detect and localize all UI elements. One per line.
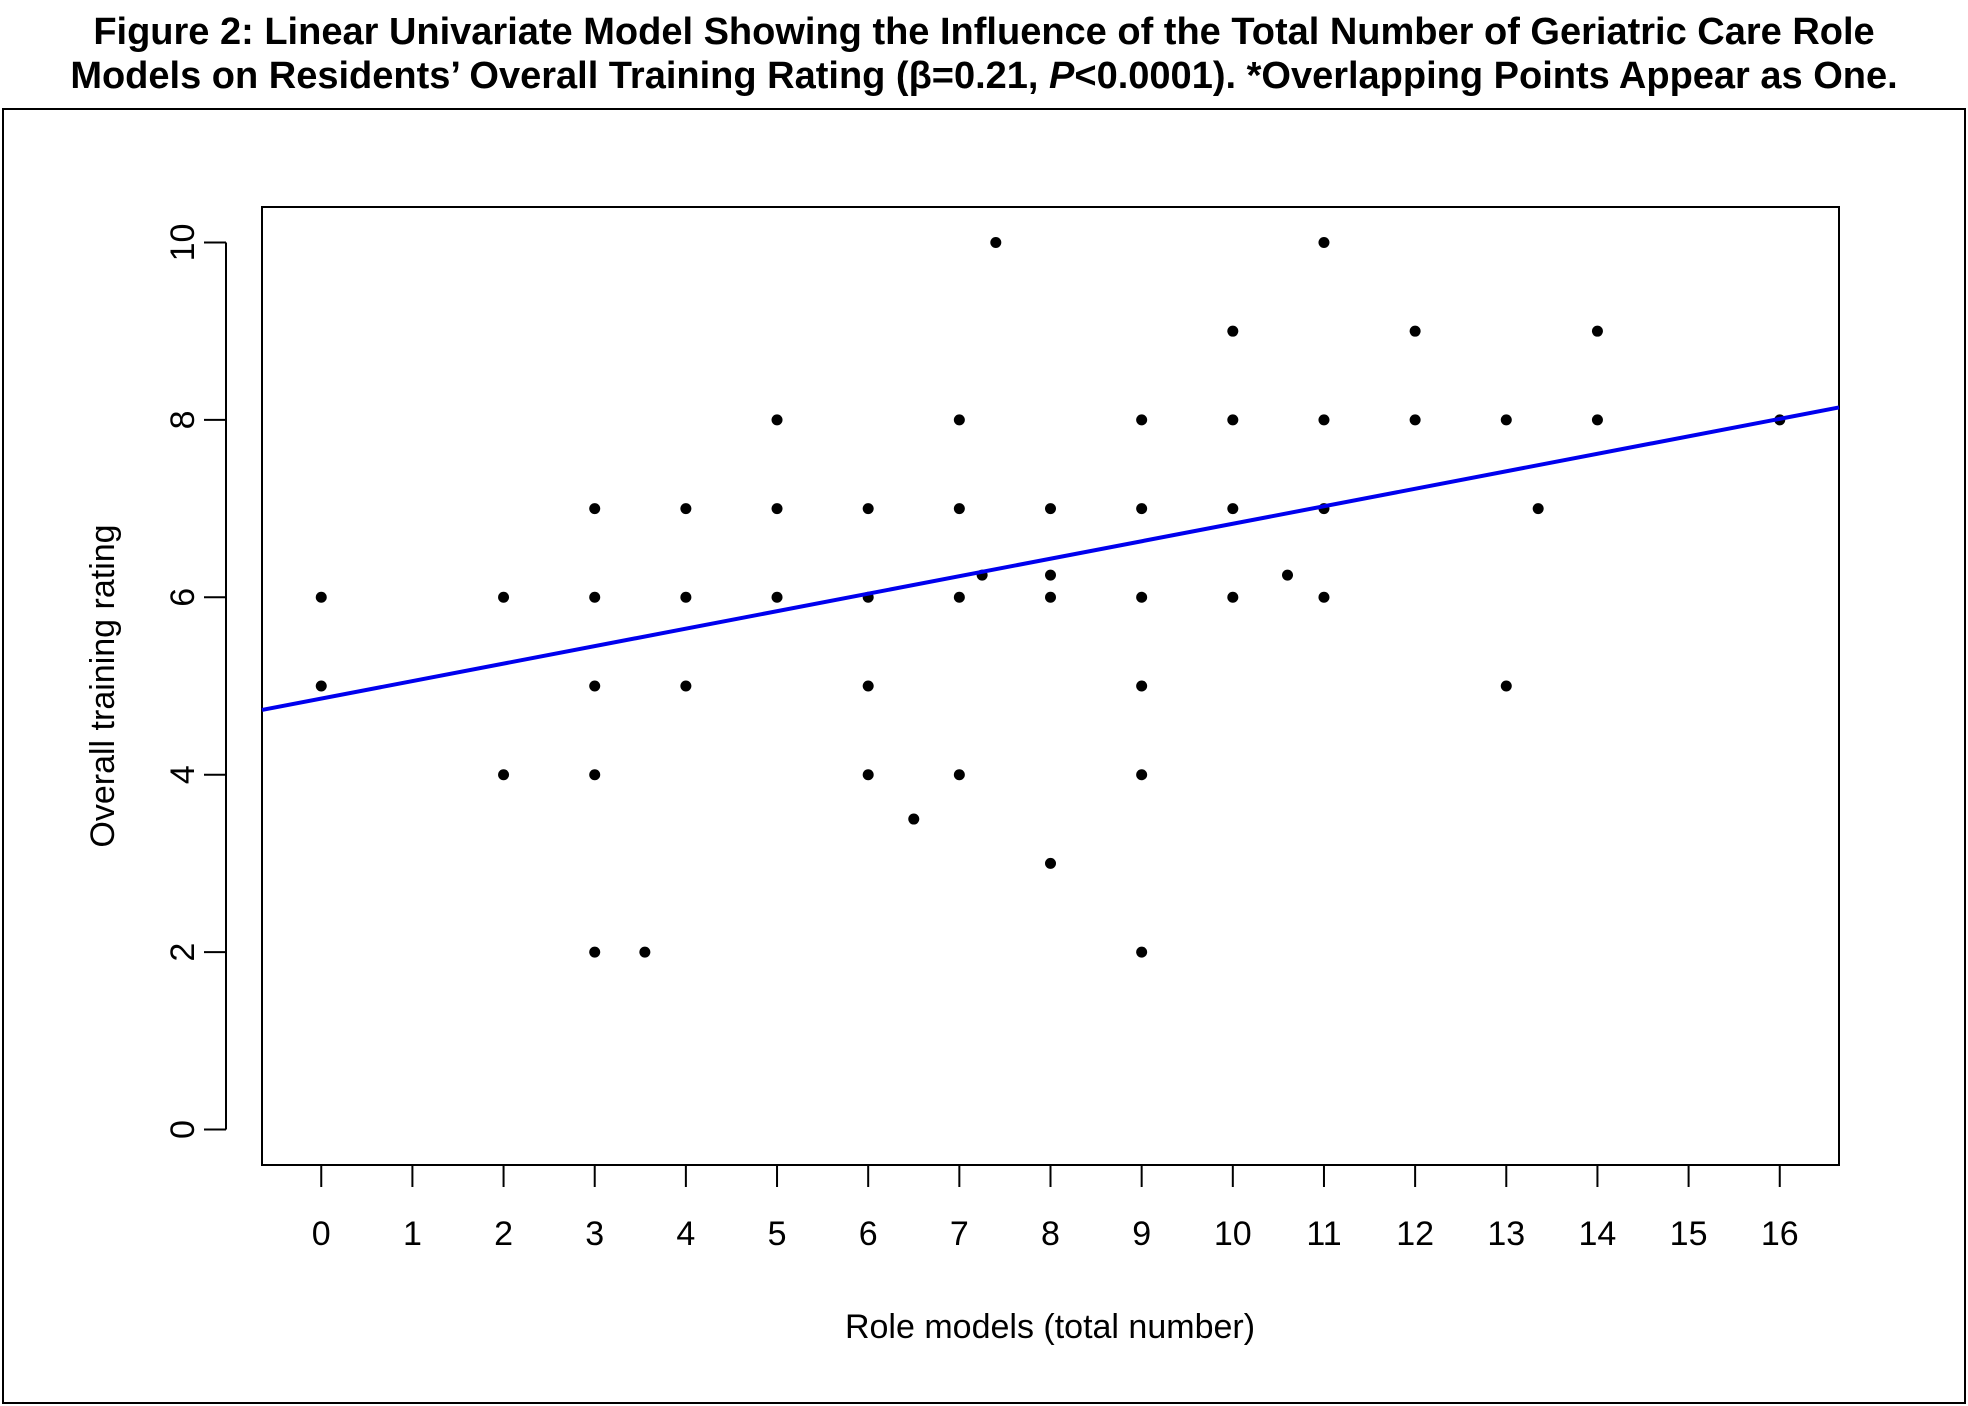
x-tick-label: 14 bbox=[1579, 1215, 1617, 1253]
data-point bbox=[953, 503, 965, 515]
plot-frame: 0 1 2 3 4 5 6 7 8 9 10 11 12 13 14 15 16 0 2 4 6 8 10 Role mo… bbox=[2, 108, 1966, 1404]
data-points bbox=[315, 236, 1786, 958]
x-tick-label: 0 bbox=[312, 1215, 331, 1253]
y-tick-label: 6 bbox=[164, 588, 202, 607]
title-line-1: Figure 2: Linear Univariate Model Showin… bbox=[93, 11, 1875, 53]
x-tick-label: 6 bbox=[859, 1215, 878, 1253]
x-tick-label: 8 bbox=[1041, 1215, 1060, 1253]
data-point bbox=[1227, 503, 1239, 515]
data-point bbox=[1136, 680, 1148, 692]
data-point bbox=[1045, 503, 1056, 515]
data-point bbox=[908, 813, 920, 825]
y-tick-label: 0 bbox=[164, 1120, 202, 1139]
data-point bbox=[862, 680, 874, 692]
data-point bbox=[990, 236, 1002, 248]
data-point bbox=[953, 414, 965, 426]
title-line-2-part-a: Models on Residents’ Overall Training Ra… bbox=[70, 55, 1050, 97]
x-tick-label: 2 bbox=[494, 1215, 513, 1253]
data-point bbox=[1591, 414, 1603, 426]
x-tick-label: 16 bbox=[1761, 1215, 1799, 1253]
y-axis-title: Overall training rating bbox=[84, 524, 122, 847]
data-point bbox=[589, 769, 601, 781]
data-point bbox=[1282, 569, 1294, 581]
y-tick-label: 4 bbox=[164, 765, 202, 784]
data-point bbox=[589, 946, 601, 958]
data-point bbox=[680, 503, 692, 515]
data-point bbox=[589, 591, 601, 603]
y-tick-label: 8 bbox=[164, 410, 202, 429]
data-point bbox=[1136, 946, 1148, 958]
data-point bbox=[315, 591, 327, 603]
data-point bbox=[498, 769, 510, 781]
x-tick-label: 1 bbox=[403, 1215, 422, 1253]
data-point bbox=[680, 680, 692, 692]
data-point bbox=[1591, 325, 1603, 337]
x-tick-label: 12 bbox=[1396, 1215, 1434, 1253]
data-point bbox=[1409, 325, 1421, 337]
data-point bbox=[953, 769, 965, 781]
title-line-2-part-b: <0.0001). *Overlapping Points Appear as … bbox=[1074, 55, 1898, 97]
data-point bbox=[680, 591, 692, 603]
data-point bbox=[498, 591, 510, 603]
data-point bbox=[1227, 414, 1239, 426]
data-point bbox=[315, 680, 327, 692]
x-tick-label: 9 bbox=[1132, 1215, 1151, 1253]
data-point bbox=[1227, 591, 1239, 603]
data-point bbox=[1409, 414, 1421, 426]
data-point bbox=[1318, 591, 1330, 603]
data-point bbox=[953, 591, 965, 603]
title-line-2: Models on Residents’ Overall Training Ra… bbox=[0, 54, 1968, 98]
data-point bbox=[862, 769, 874, 781]
data-point bbox=[1500, 680, 1512, 692]
x-tick-label: 5 bbox=[768, 1215, 787, 1253]
plot-area-box bbox=[261, 206, 1840, 1166]
y-tick-label: 2 bbox=[164, 943, 202, 962]
y-axis: 0 2 4 6 8 10 bbox=[164, 224, 227, 1139]
data-point bbox=[771, 503, 783, 515]
x-tick-label: 11 bbox=[1306, 1215, 1341, 1253]
data-point bbox=[1136, 769, 1148, 781]
data-point bbox=[1045, 591, 1056, 603]
data-point bbox=[1136, 503, 1148, 515]
data-point bbox=[1500, 414, 1512, 426]
data-point bbox=[1227, 325, 1239, 337]
data-point bbox=[589, 680, 601, 692]
x-tick-label: 4 bbox=[676, 1215, 695, 1253]
data-point bbox=[1045, 569, 1056, 581]
data-point bbox=[771, 414, 783, 426]
data-point bbox=[771, 591, 783, 603]
data-point bbox=[1045, 857, 1056, 869]
data-point bbox=[1136, 414, 1148, 426]
x-tick-label: 13 bbox=[1487, 1215, 1525, 1253]
x-axis-title: Role models (total number) bbox=[845, 1308, 1255, 1346]
data-point bbox=[589, 503, 601, 515]
data-point bbox=[862, 503, 874, 515]
data-point bbox=[639, 946, 651, 958]
figure-title: Figure 2: Linear Univariate Model Showin… bbox=[0, 10, 1968, 98]
title-p-symbol: P bbox=[1049, 55, 1075, 97]
x-tick-label: 15 bbox=[1670, 1215, 1708, 1253]
x-tick-label: 7 bbox=[950, 1215, 969, 1253]
x-axis: 0 1 2 3 4 5 6 7 8 9 10 11 12 13 14 15 16 bbox=[312, 1165, 1799, 1253]
regression-line bbox=[261, 405, 1840, 712]
data-point bbox=[1136, 591, 1148, 603]
data-point bbox=[1532, 503, 1544, 515]
x-tick-label: 3 bbox=[585, 1215, 604, 1253]
x-tick-label: 10 bbox=[1214, 1215, 1252, 1253]
y-tick-label: 10 bbox=[164, 224, 202, 262]
data-point bbox=[1318, 414, 1330, 426]
data-point bbox=[1318, 236, 1330, 248]
